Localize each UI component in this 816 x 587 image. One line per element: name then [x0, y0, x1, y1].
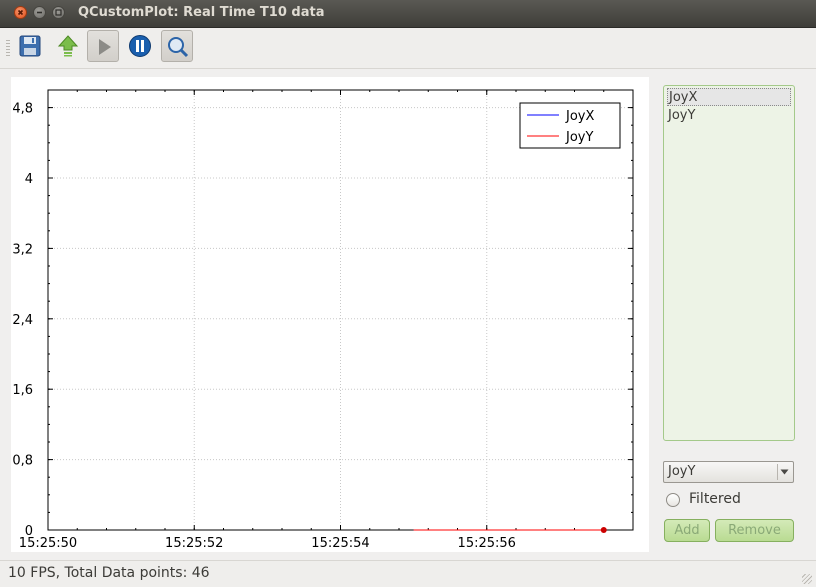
y-tick-label: 2,4	[12, 313, 33, 328]
channel-select[interactable]: JoyY	[663, 461, 794, 483]
toolbar	[0, 28, 816, 69]
x-tick-label: 15:25:50	[19, 536, 77, 551]
floppy-disk-icon	[19, 35, 41, 57]
channel-list[interactable]: JoyX JoyY	[663, 85, 795, 441]
title-bar: QCustomPlot: Real Time T10 data	[0, 0, 816, 28]
legend-box	[519, 102, 621, 149]
play-button[interactable]	[87, 30, 119, 62]
real-time-chart[interactable]: 15:25:50 15:25:52 15:25:54 15:25:56 0 0,8 1,6 2…	[11, 77, 649, 552]
x-tick-label: 15:25:54	[311, 536, 369, 551]
remove-button[interactable]: Remove	[715, 519, 794, 542]
y-tick-label: 0	[25, 524, 33, 539]
filtered-radio[interactable]	[666, 493, 680, 507]
status-bar: 10 FPS, Total Data points: 46	[0, 560, 816, 587]
window-title: QCustomPlot: Real Time T10 data	[78, 5, 325, 20]
legend-label-joyx: JoyX	[565, 109, 594, 124]
chart-legend: JoyX JoyY	[519, 102, 621, 149]
resize-grip[interactable]	[802, 574, 812, 584]
export-button[interactable]	[52, 30, 84, 62]
filtered-label: Filtered	[689, 491, 741, 507]
channel-select-value: JoyY	[668, 464, 696, 479]
legend-label-joyy: JoyY	[565, 130, 593, 145]
list-item[interactable]: JoyY	[668, 108, 696, 123]
close-window-button[interactable]	[14, 6, 27, 19]
dropdown-arrow[interactable]	[777, 464, 791, 480]
list-item[interactable]: JoyX	[667, 88, 791, 106]
chevron-down-icon	[780, 469, 789, 475]
green-up-arrow-icon	[57, 35, 79, 57]
x-tick-label: 15:25:56	[458, 536, 516, 551]
save-button[interactable]	[14, 30, 46, 62]
y-tick-label: 4,8	[12, 102, 33, 117]
x-tick-label: 15:25:52	[165, 536, 223, 551]
add-button[interactable]: Add	[664, 519, 710, 542]
maximize-icon	[55, 9, 62, 16]
status-text: 10 FPS, Total Data points: 46	[8, 565, 210, 581]
plot-area[interactable]: 15:25:50 15:25:52 15:25:54 15:25:56 0 0,8 1,6 2…	[11, 77, 649, 552]
pause-icon	[129, 35, 151, 57]
close-icon	[17, 9, 24, 16]
pause-button[interactable]	[124, 30, 156, 62]
maximize-window-button[interactable]	[52, 6, 65, 19]
magnifier-icon	[168, 37, 189, 58]
play-icon	[99, 39, 111, 55]
y-tick-label: 1,6	[12, 383, 33, 398]
y-tick-label: 3,2	[12, 242, 33, 257]
y-tick-label: 4	[25, 172, 33, 187]
minimize-icon	[37, 11, 42, 14]
toolbar-grip[interactable]	[6, 40, 10, 56]
data-point-marker	[600, 527, 607, 533]
minimize-window-button[interactable]	[33, 6, 46, 19]
zoom-button[interactable]	[161, 30, 193, 62]
y-tick-label: 0,8	[12, 454, 33, 469]
